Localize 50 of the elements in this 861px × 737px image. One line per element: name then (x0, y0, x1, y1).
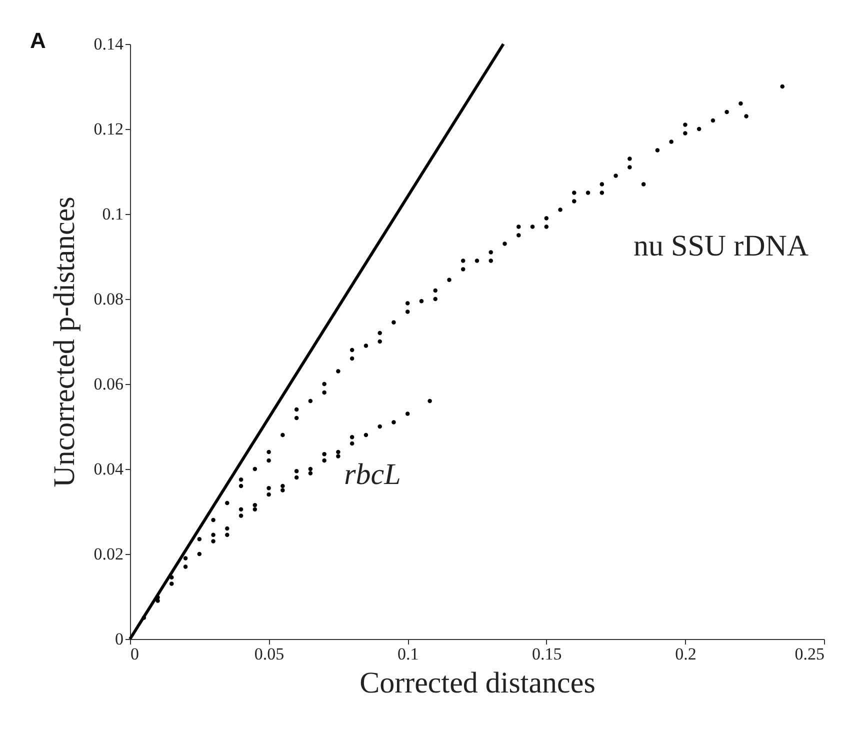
point (280, 484, 285, 488)
point (322, 458, 326, 463)
y-tick-label: 0 (115, 630, 124, 648)
point (225, 532, 230, 537)
y-tick-label: 0.14 (94, 34, 124, 54)
x-axis-title: Corrected distances (360, 666, 596, 700)
point (428, 398, 432, 404)
point (350, 441, 354, 446)
point (336, 450, 340, 454)
x-tick-label: 0.15 (532, 644, 562, 664)
series-label: rbcL (344, 458, 401, 492)
point (252, 503, 258, 508)
point (294, 469, 299, 474)
point (197, 552, 202, 556)
y-tick-label: 0.04 (94, 460, 124, 478)
point (378, 424, 382, 429)
series-label: nu SSU rDNA (634, 229, 809, 262)
point (170, 582, 174, 586)
point (266, 486, 271, 490)
point (350, 435, 354, 440)
point (308, 471, 313, 476)
point (364, 432, 368, 438)
x-tick-label: 0.2 (675, 644, 696, 664)
point (225, 526, 230, 531)
point (294, 475, 299, 480)
x-tick-label: 0.1 (397, 644, 419, 664)
point (238, 514, 244, 518)
y-tick-label: 0.08 (94, 290, 124, 308)
point (322, 452, 326, 456)
point (156, 598, 160, 603)
point (308, 466, 313, 472)
y-axis-title: Uncorrected p-distances (48, 196, 81, 488)
chart-title: A (30, 28, 46, 53)
point (238, 507, 244, 512)
y-tick-label: 0.02 (94, 544, 124, 564)
x-tick-label: 0 (130, 644, 139, 664)
point (405, 412, 410, 416)
point (211, 532, 216, 537)
y-tick-label: 0.12 (94, 120, 124, 138)
point (392, 420, 396, 424)
point (280, 488, 285, 492)
point (252, 507, 258, 512)
x-tick-label: 0.05 (254, 644, 284, 664)
point (266, 492, 271, 497)
point (336, 454, 340, 458)
y-tick-label: 0.06 (94, 374, 124, 394)
y-tick-label: 0.1 (102, 204, 124, 224)
point (183, 564, 188, 569)
x-tick-label: 0.25 (794, 644, 824, 664)
point (211, 539, 216, 544)
